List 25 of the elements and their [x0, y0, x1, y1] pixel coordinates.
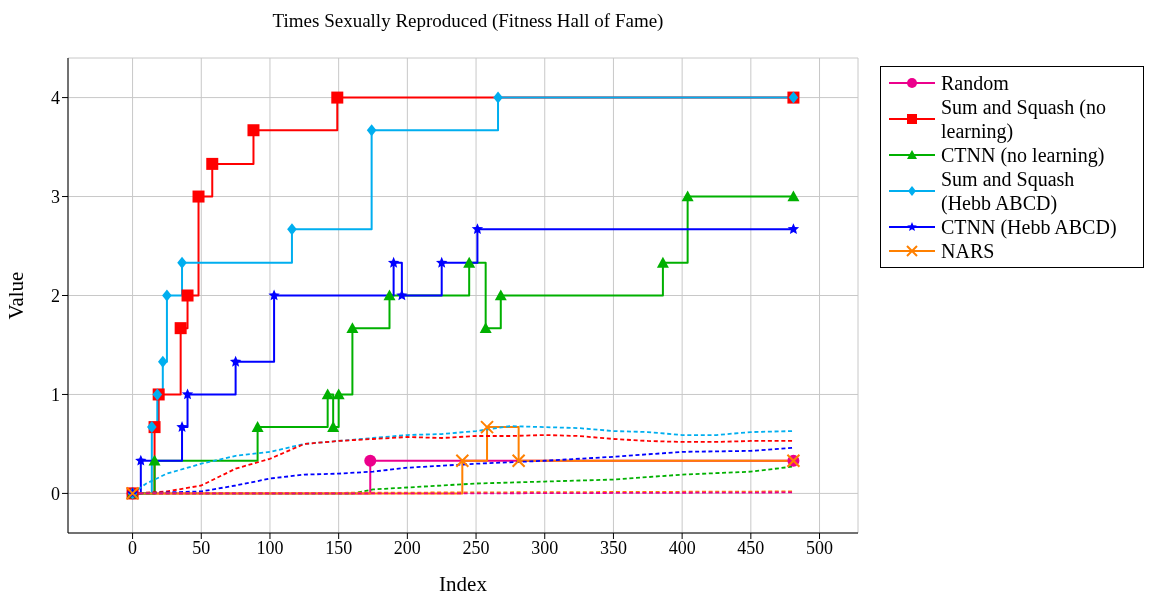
legend-label: CTNN (no learning)	[940, 143, 1106, 167]
x-tick-label: 250	[462, 537, 490, 558]
x-tick-label: 300	[531, 537, 559, 558]
legend-label: Sum and Squash (no learning)	[940, 95, 1107, 143]
x-tick-label: 450	[737, 537, 765, 558]
y-tick-label: 1	[51, 384, 60, 405]
x-tick-label: 0	[128, 537, 138, 558]
y-tick-label: 0	[51, 483, 60, 504]
x-axis-title: Index	[439, 572, 488, 596]
x-tick-label: 100	[256, 537, 284, 558]
chart-title: Times Sexually Reproduced (Fitness Hall of Fame)	[271, 10, 665, 32]
legend-label: Sum and Squash (Hebb ABCD)	[940, 167, 1076, 215]
x-tick-label: 150	[325, 537, 353, 558]
x-tick-label: 400	[668, 537, 696, 558]
y-tick-label: 3	[51, 186, 60, 207]
y-axis-title: Value	[4, 271, 29, 320]
legend-label: NARS	[940, 239, 996, 263]
legend-label: CTNN (Hebb ABCD)	[940, 215, 1118, 239]
x-tick-label: 350	[599, 537, 627, 558]
x-tick-label: 50	[192, 537, 211, 558]
x-tick-label: 500	[806, 537, 834, 558]
y-tick-label: 2	[51, 285, 60, 306]
x-tick-label: 200	[393, 537, 421, 558]
y-tick-label: 4	[51, 87, 60, 108]
legend-label: Random	[940, 71, 1010, 95]
